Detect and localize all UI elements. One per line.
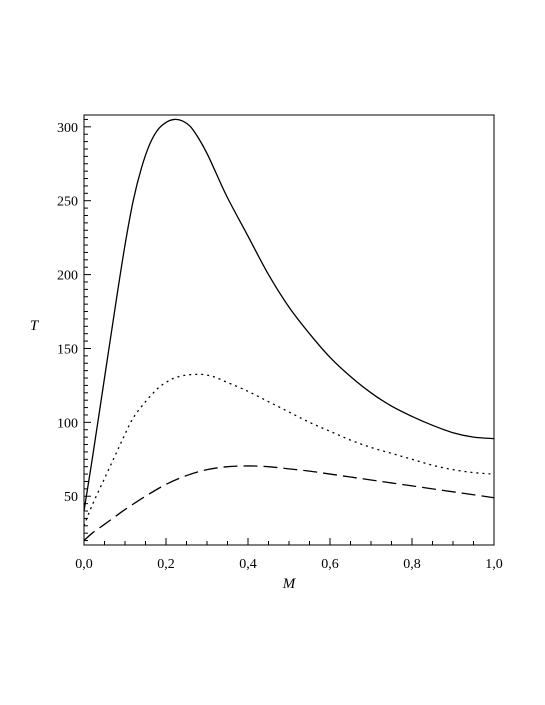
ticks-layer [83, 118, 495, 545]
x-tick-label: 0,4 [239, 557, 257, 572]
y-tick-label: 200 [57, 269, 78, 284]
x-tick-label: 0,6 [321, 557, 339, 572]
x-tick-label: 0,8 [403, 557, 421, 572]
plot-frame [83, 114, 495, 546]
y-tick-label: 150 [57, 342, 78, 357]
x-tick-label: 1,0 [485, 557, 503, 572]
series-dashed-line [83, 465, 495, 542]
series-dotted-line [83, 373, 495, 527]
x-tick-label: 0,2 [157, 557, 175, 572]
series-solid-line [83, 118, 495, 512]
y-tick-label: 100 [57, 416, 78, 431]
y-axis-label: T [30, 318, 40, 334]
x-axis-label: M [282, 576, 297, 592]
y-tick-label: 50 [64, 490, 78, 505]
tick-labels-layer: 0,0 0,2 0,4 0,6 0,8 1,0 50 100 150 200 250 300 [57, 121, 503, 572]
y-tick-label: 300 [57, 121, 78, 136]
series-layer [83, 118, 495, 542]
x-tick-label: 0,0 [75, 557, 93, 572]
y-tick-label: 250 [57, 195, 78, 210]
